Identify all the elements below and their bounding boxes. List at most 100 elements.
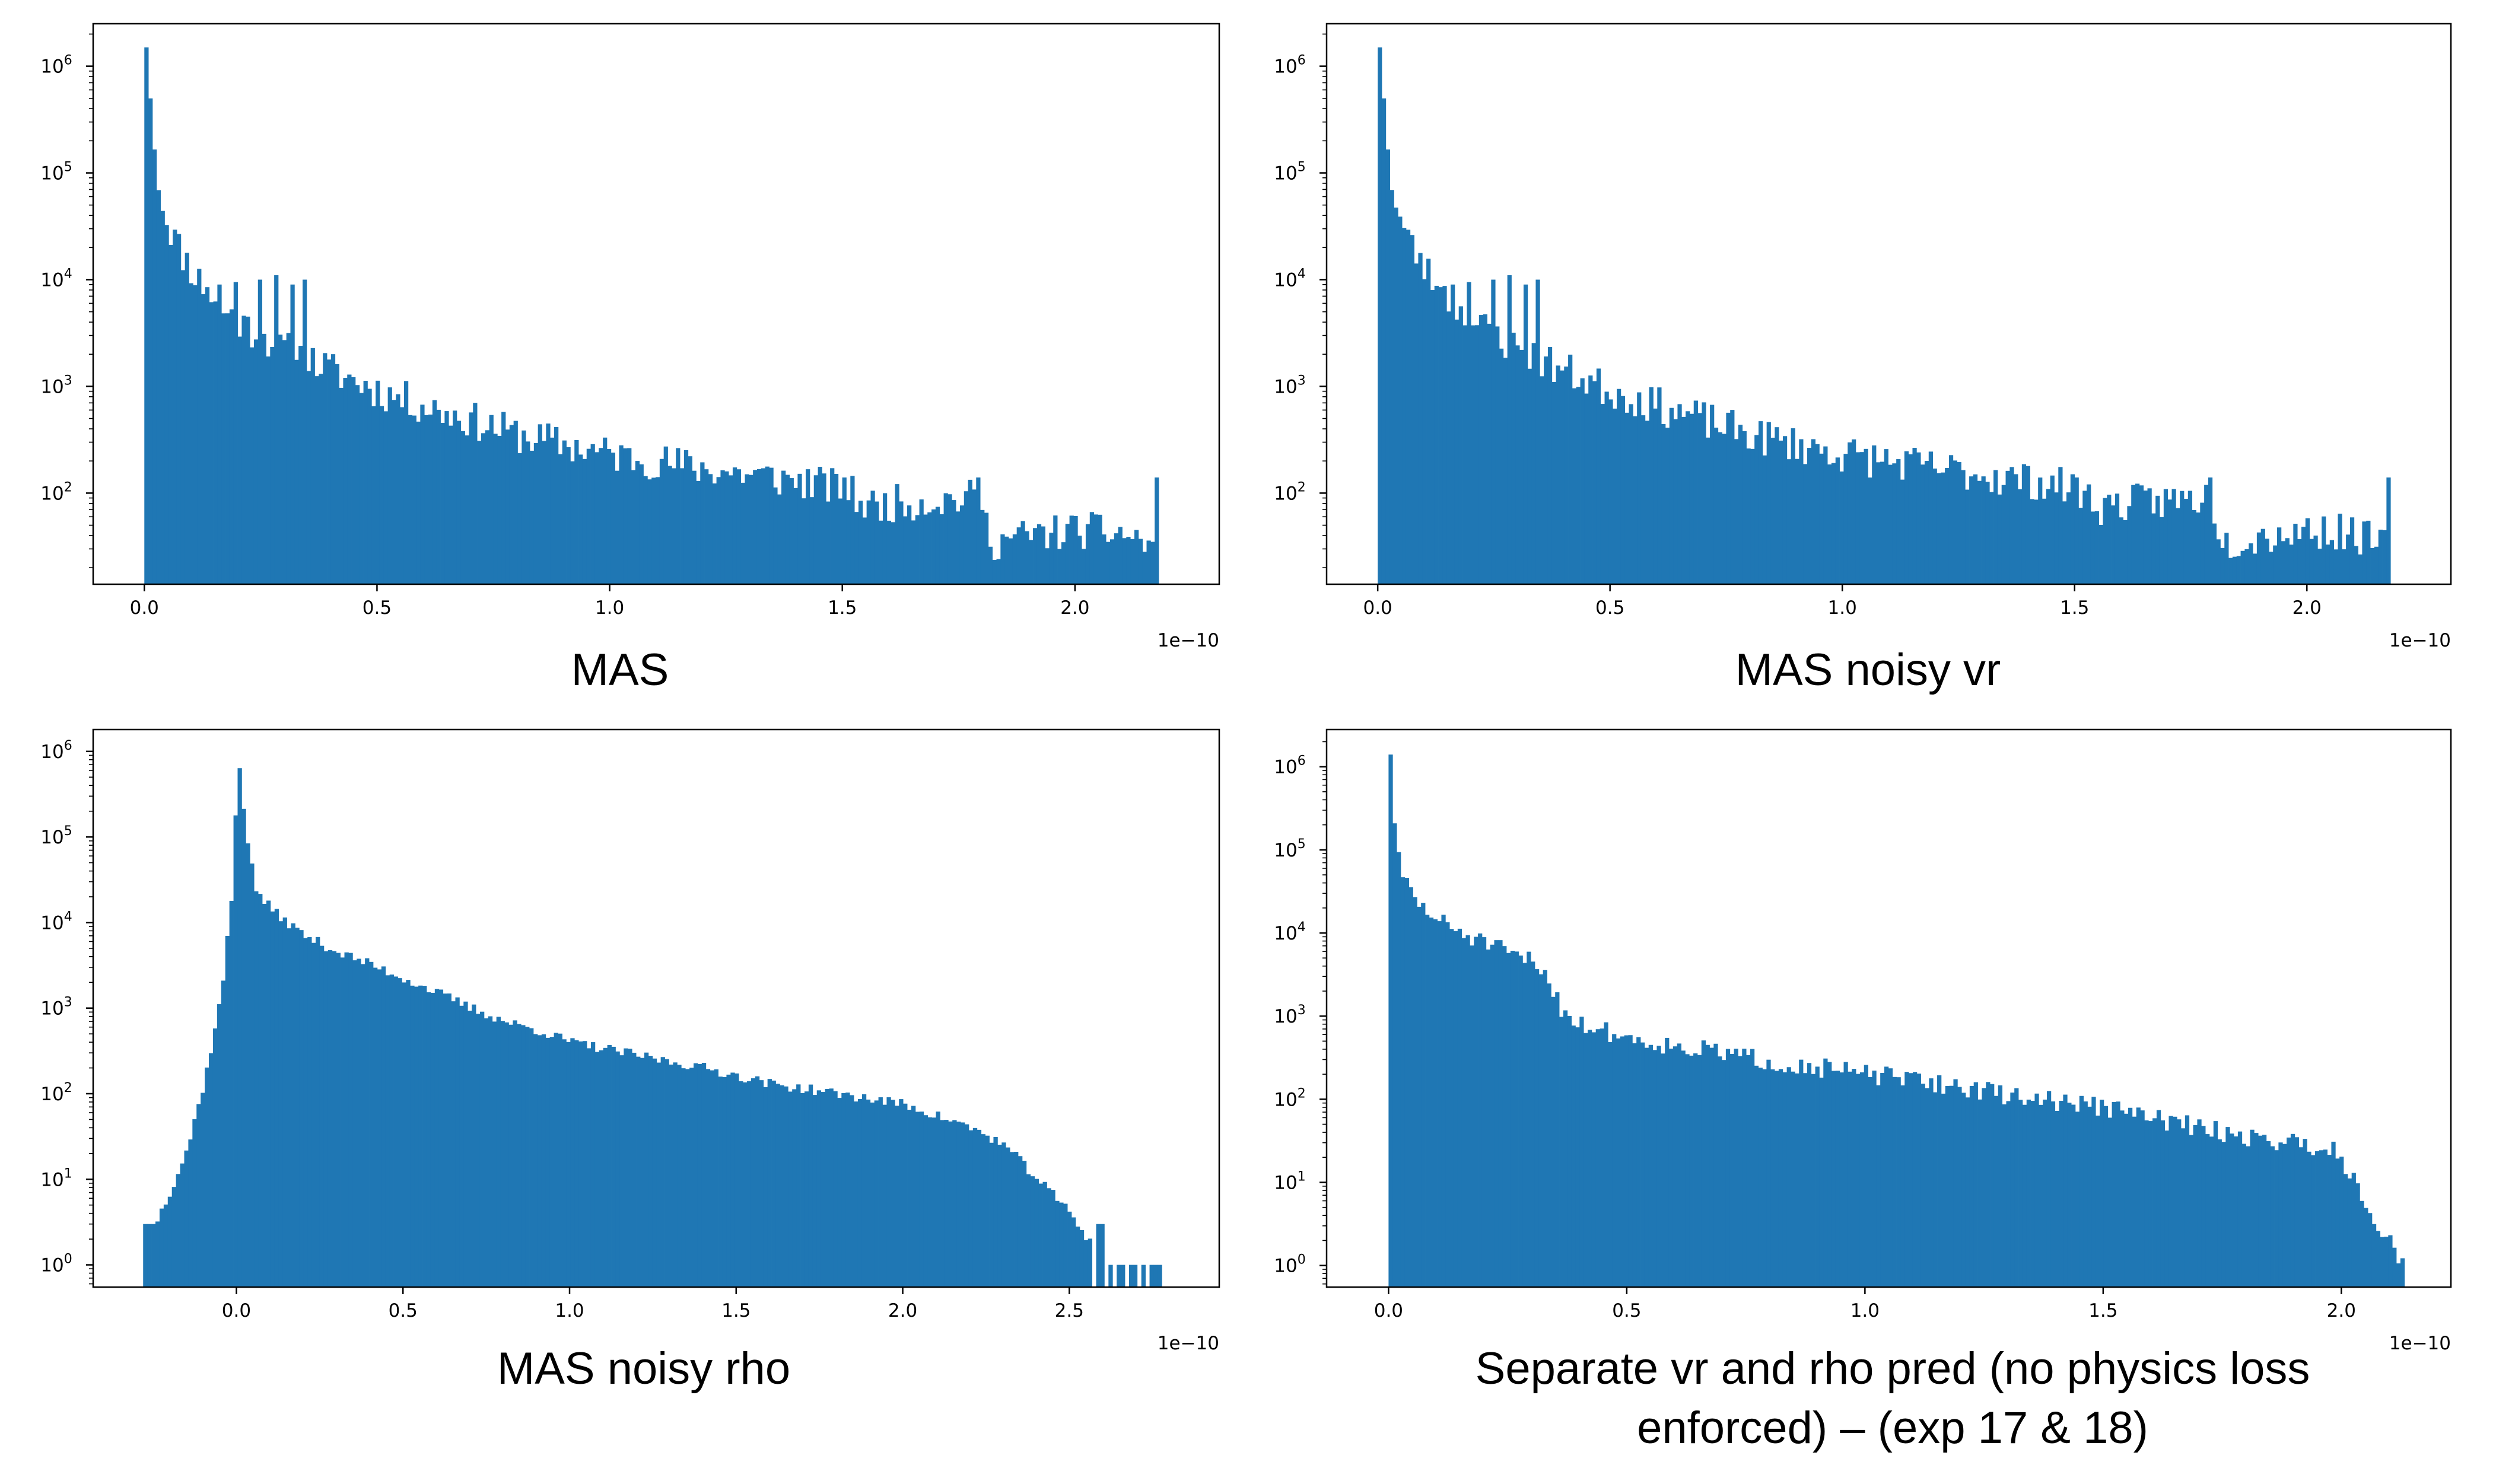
histogram-bar xyxy=(1681,416,1686,584)
histogram-bar xyxy=(1754,1065,1759,1287)
histogram-bar xyxy=(1624,412,1629,584)
histogram-bar xyxy=(562,440,567,584)
histogram-bar xyxy=(1961,470,1966,584)
histogram-bar xyxy=(420,405,425,584)
histogram-bar xyxy=(2360,1200,2364,1287)
histogram-bar xyxy=(1750,448,1755,584)
histogram-bar xyxy=(736,469,742,584)
histogram-bar xyxy=(2370,547,2375,584)
histogram-bar xyxy=(2212,523,2217,584)
histogram-bar xyxy=(2132,1116,2137,1287)
histogram-bar xyxy=(1786,1067,1791,1287)
histogram-bar xyxy=(367,388,372,584)
histogram-bar xyxy=(759,1080,764,1287)
histogram-bar xyxy=(1677,1043,1681,1287)
histogram-bar xyxy=(2196,512,2201,584)
histogram-bar xyxy=(1385,149,1391,584)
histogram-bar xyxy=(2143,491,2148,584)
histogram-bar xyxy=(781,470,786,584)
histogram-bar xyxy=(2224,533,2229,584)
histogram-bar xyxy=(611,1046,616,1287)
histogram-bar xyxy=(940,1120,945,1287)
histogram-bar xyxy=(189,283,193,584)
histogram-bar xyxy=(1989,492,1994,584)
histogram-bar xyxy=(1390,190,1394,584)
histogram-bar xyxy=(1083,1240,1089,1287)
histogram-bar xyxy=(2096,1115,2100,1287)
histogram-bar xyxy=(685,1069,690,1287)
histogram-bar xyxy=(2221,1142,2226,1287)
histogram-bar xyxy=(972,1128,978,1287)
histogram-bar xyxy=(209,1053,214,1287)
histogram-bar xyxy=(522,430,526,584)
histogram-bar xyxy=(667,466,672,584)
histogram-bar xyxy=(1729,1053,1734,1287)
histogram-bar xyxy=(2253,553,2257,584)
histogram-bar xyxy=(2083,1101,2088,1287)
histogram-bar xyxy=(1429,917,1434,1287)
histogram-bar xyxy=(188,1139,193,1287)
histogram-bar xyxy=(1750,1049,1755,1287)
histogram-bar xyxy=(1892,463,1897,584)
histogram-bar xyxy=(1706,437,1710,584)
histogram-bar xyxy=(295,928,300,1287)
histogram-bar xyxy=(981,1134,985,1287)
y-tick-label: 105 xyxy=(40,160,72,184)
histogram-bar xyxy=(1778,1069,1783,1287)
histogram-bar xyxy=(878,1097,883,1287)
x-tick-label: 0.0 xyxy=(1374,1300,1403,1321)
histogram-bar xyxy=(410,985,415,1287)
histogram-bar xyxy=(1620,1036,1625,1287)
histogram-panel-mas-noisy-vr: 0.0 0.5 1.0 1.5 2.0 1e−10 102 103 104 105 106 MAS … xyxy=(1240,0,2496,700)
histogram-bar xyxy=(159,1208,164,1287)
histogram-bar xyxy=(307,937,312,1287)
histogram-bar xyxy=(1835,1071,1840,1287)
histogram-bar xyxy=(761,468,766,584)
histogram-bar xyxy=(1937,1075,1942,1287)
histogram-bar xyxy=(155,1221,160,1287)
histogram-bar xyxy=(1413,897,1417,1287)
histogram-bar xyxy=(1624,1035,1629,1287)
histogram-bar xyxy=(2183,499,2189,584)
x-tick-label: 1.5 xyxy=(721,1300,751,1321)
histogram-bar xyxy=(1063,1203,1068,1287)
histogram-bar xyxy=(611,453,616,584)
histogram-bar xyxy=(587,1048,592,1287)
histogram-bar xyxy=(2282,1144,2287,1287)
histogram-bar xyxy=(2301,527,2306,584)
histogram-bar xyxy=(1921,1084,1925,1287)
histogram-bar xyxy=(1146,540,1151,584)
histogram-bar xyxy=(453,410,457,584)
histogram-bar xyxy=(1868,477,1872,584)
histogram-bar xyxy=(837,1098,842,1287)
histogram-bar xyxy=(2071,1104,2076,1287)
histogram-bar xyxy=(1600,1028,1604,1287)
y-tick-label: 105 xyxy=(1274,837,1305,861)
histogram-bar xyxy=(525,1027,530,1287)
histogram-bar xyxy=(1474,937,1478,1287)
histogram-bar xyxy=(1689,413,1694,584)
histogram-bar xyxy=(2400,1258,2405,1287)
histogram-bar xyxy=(1088,1238,1093,1287)
histogram-bar xyxy=(327,950,333,1287)
histogram-bar xyxy=(2293,524,2298,584)
histogram-bar xyxy=(1523,284,1528,584)
histogram-bar xyxy=(1924,461,1929,584)
histogram-bar xyxy=(1596,368,1601,584)
histogram-bar xyxy=(2136,1107,2141,1287)
histogram-bar xyxy=(513,421,518,584)
histogram-bar xyxy=(1779,440,1783,584)
histogram-bar xyxy=(1564,366,1569,584)
histogram-bar xyxy=(704,469,709,584)
histogram-bar xyxy=(1977,480,1982,584)
histogram-bar xyxy=(2287,1137,2291,1287)
histogram-bar xyxy=(784,1086,788,1287)
histogram-bar xyxy=(672,468,676,584)
histogram-bar xyxy=(2002,1104,2007,1287)
histogram-bar xyxy=(2159,517,2164,584)
histogram-bar xyxy=(771,1080,776,1287)
histogram-bar xyxy=(656,477,660,584)
histogram-bar xyxy=(168,244,173,584)
histogram-bar xyxy=(862,517,867,584)
histogram-bar xyxy=(468,1010,472,1287)
